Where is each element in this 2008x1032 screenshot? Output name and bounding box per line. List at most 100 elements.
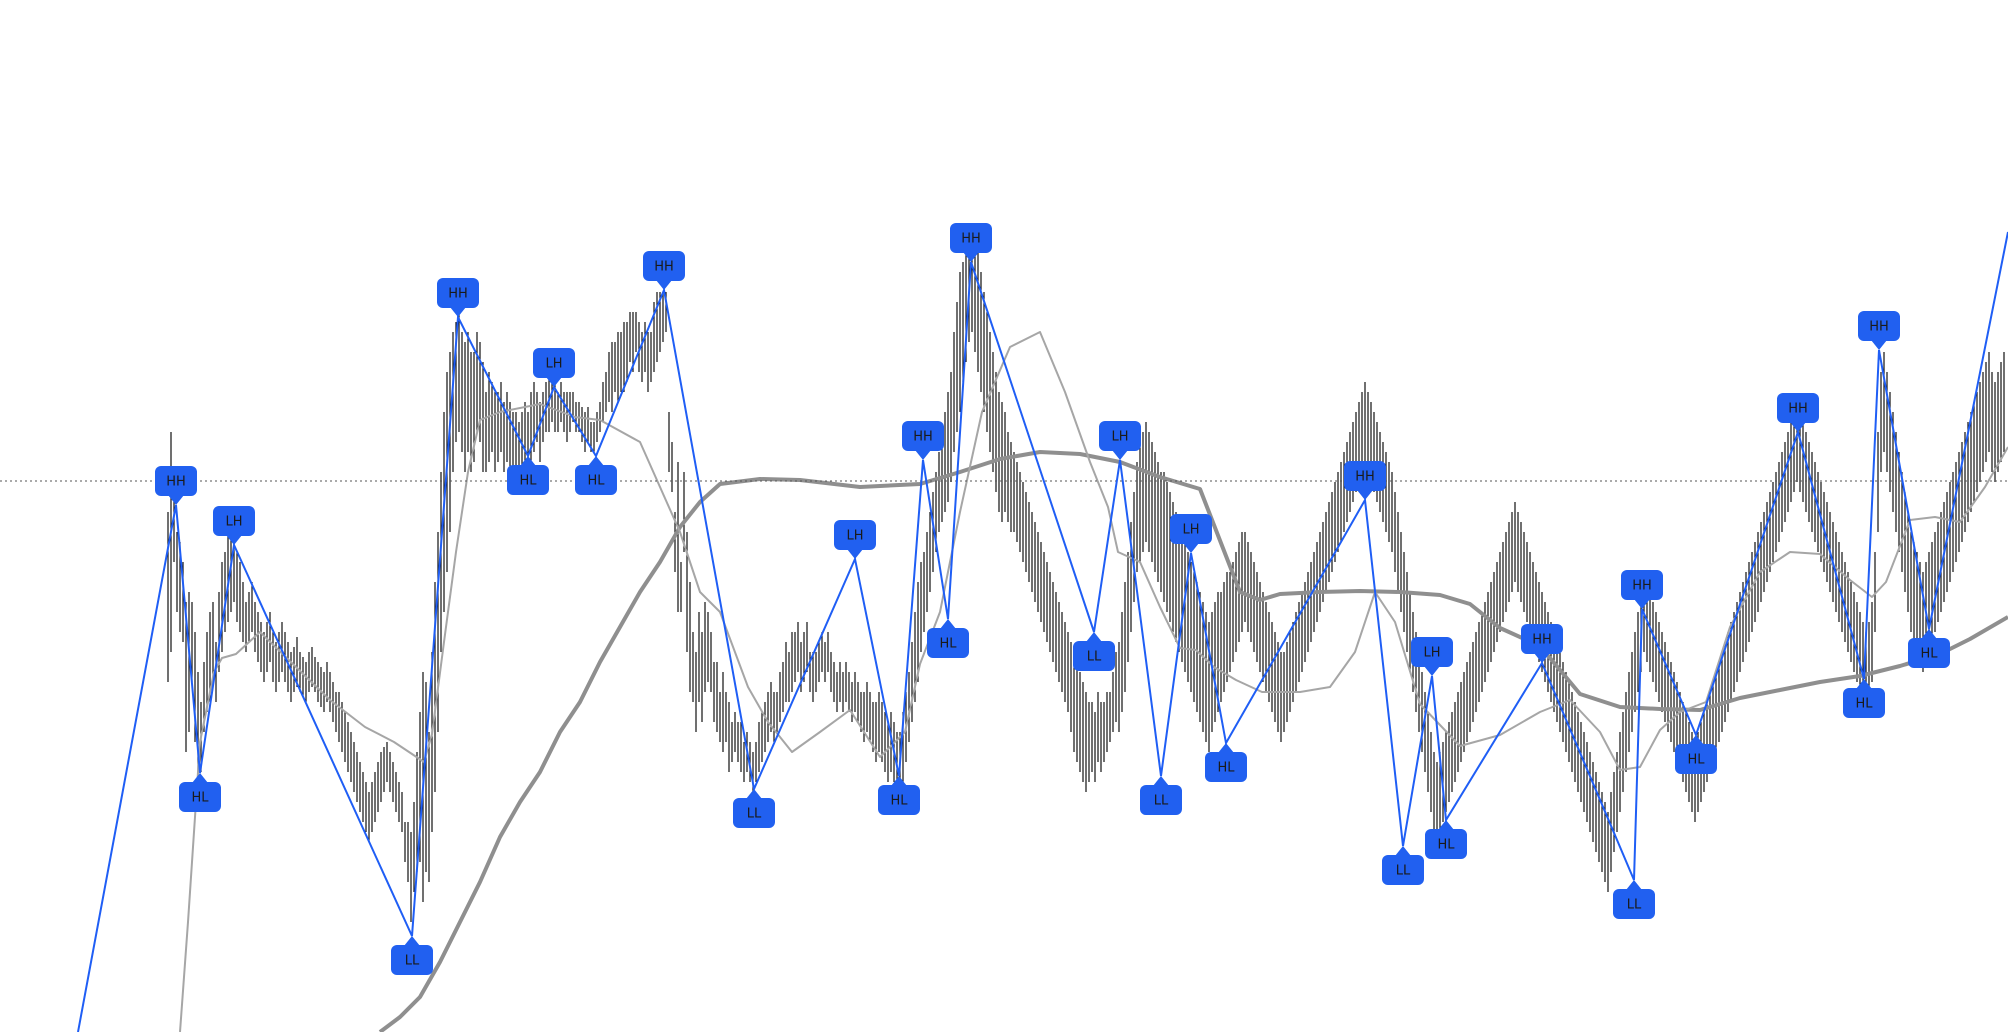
pivot-marker: HL: [1675, 735, 1717, 774]
pivot-marker-box: [213, 506, 255, 536]
pivot-label: HH: [1869, 320, 1889, 335]
pivot-marker-box: [950, 223, 992, 253]
pivot-label: LH: [225, 515, 242, 530]
pivot-marker-box: [437, 278, 479, 308]
pivot-marker-pointer: [1218, 743, 1234, 753]
pivot-marker-pointer: [1424, 666, 1440, 676]
pivot-marker-pointer: [1871, 340, 1887, 350]
pivot-marker-pointer: [1086, 632, 1102, 642]
pivot-marker-pointer: [915, 450, 931, 460]
pivot-marker-pointer: [168, 495, 184, 505]
pivot-marker: HL: [575, 456, 617, 495]
pivot-marker: LH: [1099, 421, 1141, 460]
pivot-label: HH: [1532, 633, 1552, 648]
pivot-marker-box: [1099, 421, 1141, 451]
pivot-marker: HL: [878, 776, 920, 815]
pivot-marker-pointer: [588, 456, 604, 466]
pivot-marker-pointer: [1856, 679, 1872, 689]
pivot-marker-pointer: [940, 619, 956, 629]
pivot-marker: LH: [834, 520, 876, 559]
pivot-marker-box: [1613, 889, 1655, 919]
pivot-marker-box: [1344, 461, 1386, 491]
pivot-marker-box: [1521, 624, 1563, 654]
pivot-marker: LH: [213, 506, 255, 545]
pivot-marker-pointer: [450, 307, 466, 317]
pivot-label: HL: [519, 474, 537, 489]
pivot-marker: HL: [1205, 743, 1247, 782]
pivot-label: LH: [1423, 646, 1440, 661]
pivot-marker-box: [643, 251, 685, 281]
pivot-marker-box: [1411, 637, 1453, 667]
pivot-marker-pointer: [1634, 599, 1650, 609]
pivot-label: LL: [1396, 864, 1411, 879]
pivot-marker-pointer: [520, 456, 536, 466]
pivot-marker-box: [179, 782, 221, 812]
pivot-marker-box: [1858, 311, 1900, 341]
pivot-marker: LL: [391, 936, 433, 975]
pivot-label: LL: [1154, 794, 1169, 809]
pivot-marker: LL: [1382, 846, 1424, 885]
pivot-marker-pointer: [847, 549, 863, 559]
pivot-marker-pointer: [1357, 490, 1373, 500]
pivot-marker-pointer: [192, 773, 208, 783]
pivot-marker-box: [1621, 570, 1663, 600]
pivot-label: LL: [747, 807, 762, 822]
pivot-marker-pointer: [1688, 735, 1704, 745]
pivot-marker: LL: [1140, 776, 1182, 815]
pivot-label: HH: [1355, 470, 1375, 485]
pivot-marker: HL: [927, 619, 969, 658]
pivot-label: HL: [1855, 697, 1873, 712]
pivot-label: HL: [890, 794, 908, 809]
moving-averages-group: [179, 331, 2008, 1032]
pivot-label: HH: [654, 260, 674, 275]
pivot-marker-pointer: [1921, 629, 1937, 639]
pivot-label: HH: [166, 475, 186, 490]
pivot-label: LL: [1087, 650, 1102, 665]
pivot-marker: HL: [1908, 629, 1950, 668]
pivot-marker: HH: [437, 278, 479, 317]
pivot-label: HH: [1788, 402, 1808, 417]
pivot-marker-box: [1843, 688, 1885, 718]
pivot-label: HL: [191, 791, 209, 806]
pivot-label: HL: [1687, 753, 1705, 768]
pivot-marker-pointer: [656, 280, 672, 290]
pivot-marker-pointer: [1534, 653, 1550, 663]
pivot-marker: HH: [643, 251, 685, 290]
pivot-marker-pointer: [963, 252, 979, 262]
pivot-marker-box: [1140, 785, 1182, 815]
pivot-label: LH: [545, 357, 562, 372]
pivot-marker-box: [155, 466, 197, 496]
pivot-label: HL: [1437, 838, 1455, 853]
pivot-marker: HL: [1843, 679, 1885, 718]
pivot-label: LH: [846, 529, 863, 544]
pivot-marker: LL: [1613, 880, 1655, 919]
pivot-marker-box: [1073, 641, 1115, 671]
zigzag-line: [77, 231, 2008, 1032]
pivot-marker: LH: [1411, 637, 1453, 676]
pivot-marker-box: [391, 945, 433, 975]
pivot-label: HH: [913, 430, 933, 445]
pivot-label: HH: [1632, 579, 1652, 594]
pivot-marker-box: [878, 785, 920, 815]
pivot-label: HH: [448, 287, 468, 302]
pivot-marker-pointer: [1438, 820, 1454, 830]
pivot-marker-box: [1425, 829, 1467, 859]
pivot-marker-box: [733, 798, 775, 828]
pivot-marker-box: [1170, 514, 1212, 544]
pivot-label: LH: [1111, 430, 1128, 445]
pivot-marker-box: [902, 421, 944, 451]
pivot-marker-pointer: [1112, 450, 1128, 460]
pivot-marker-pointer: [404, 936, 420, 946]
pivot-marker-box: [1908, 638, 1950, 668]
pivot-marker: HH: [902, 421, 944, 460]
pivot-marker-pointer: [1183, 543, 1199, 553]
pivot-markers-group: HH HL LH LL HH LH HL HL HH LL LH HL HH HL HH LH LL LL LH HL…: [155, 223, 1950, 975]
pivot-label: HL: [939, 637, 957, 652]
pivot-marker: HH: [1858, 311, 1900, 350]
pivot-marker: LH: [533, 348, 575, 387]
pivot-marker: HH: [1777, 393, 1819, 432]
pivot-marker-pointer: [546, 377, 562, 387]
pivot-label: LL: [405, 954, 420, 969]
pivot-marker: HH: [155, 466, 197, 505]
fast-moving-average-line: [179, 331, 2008, 1032]
